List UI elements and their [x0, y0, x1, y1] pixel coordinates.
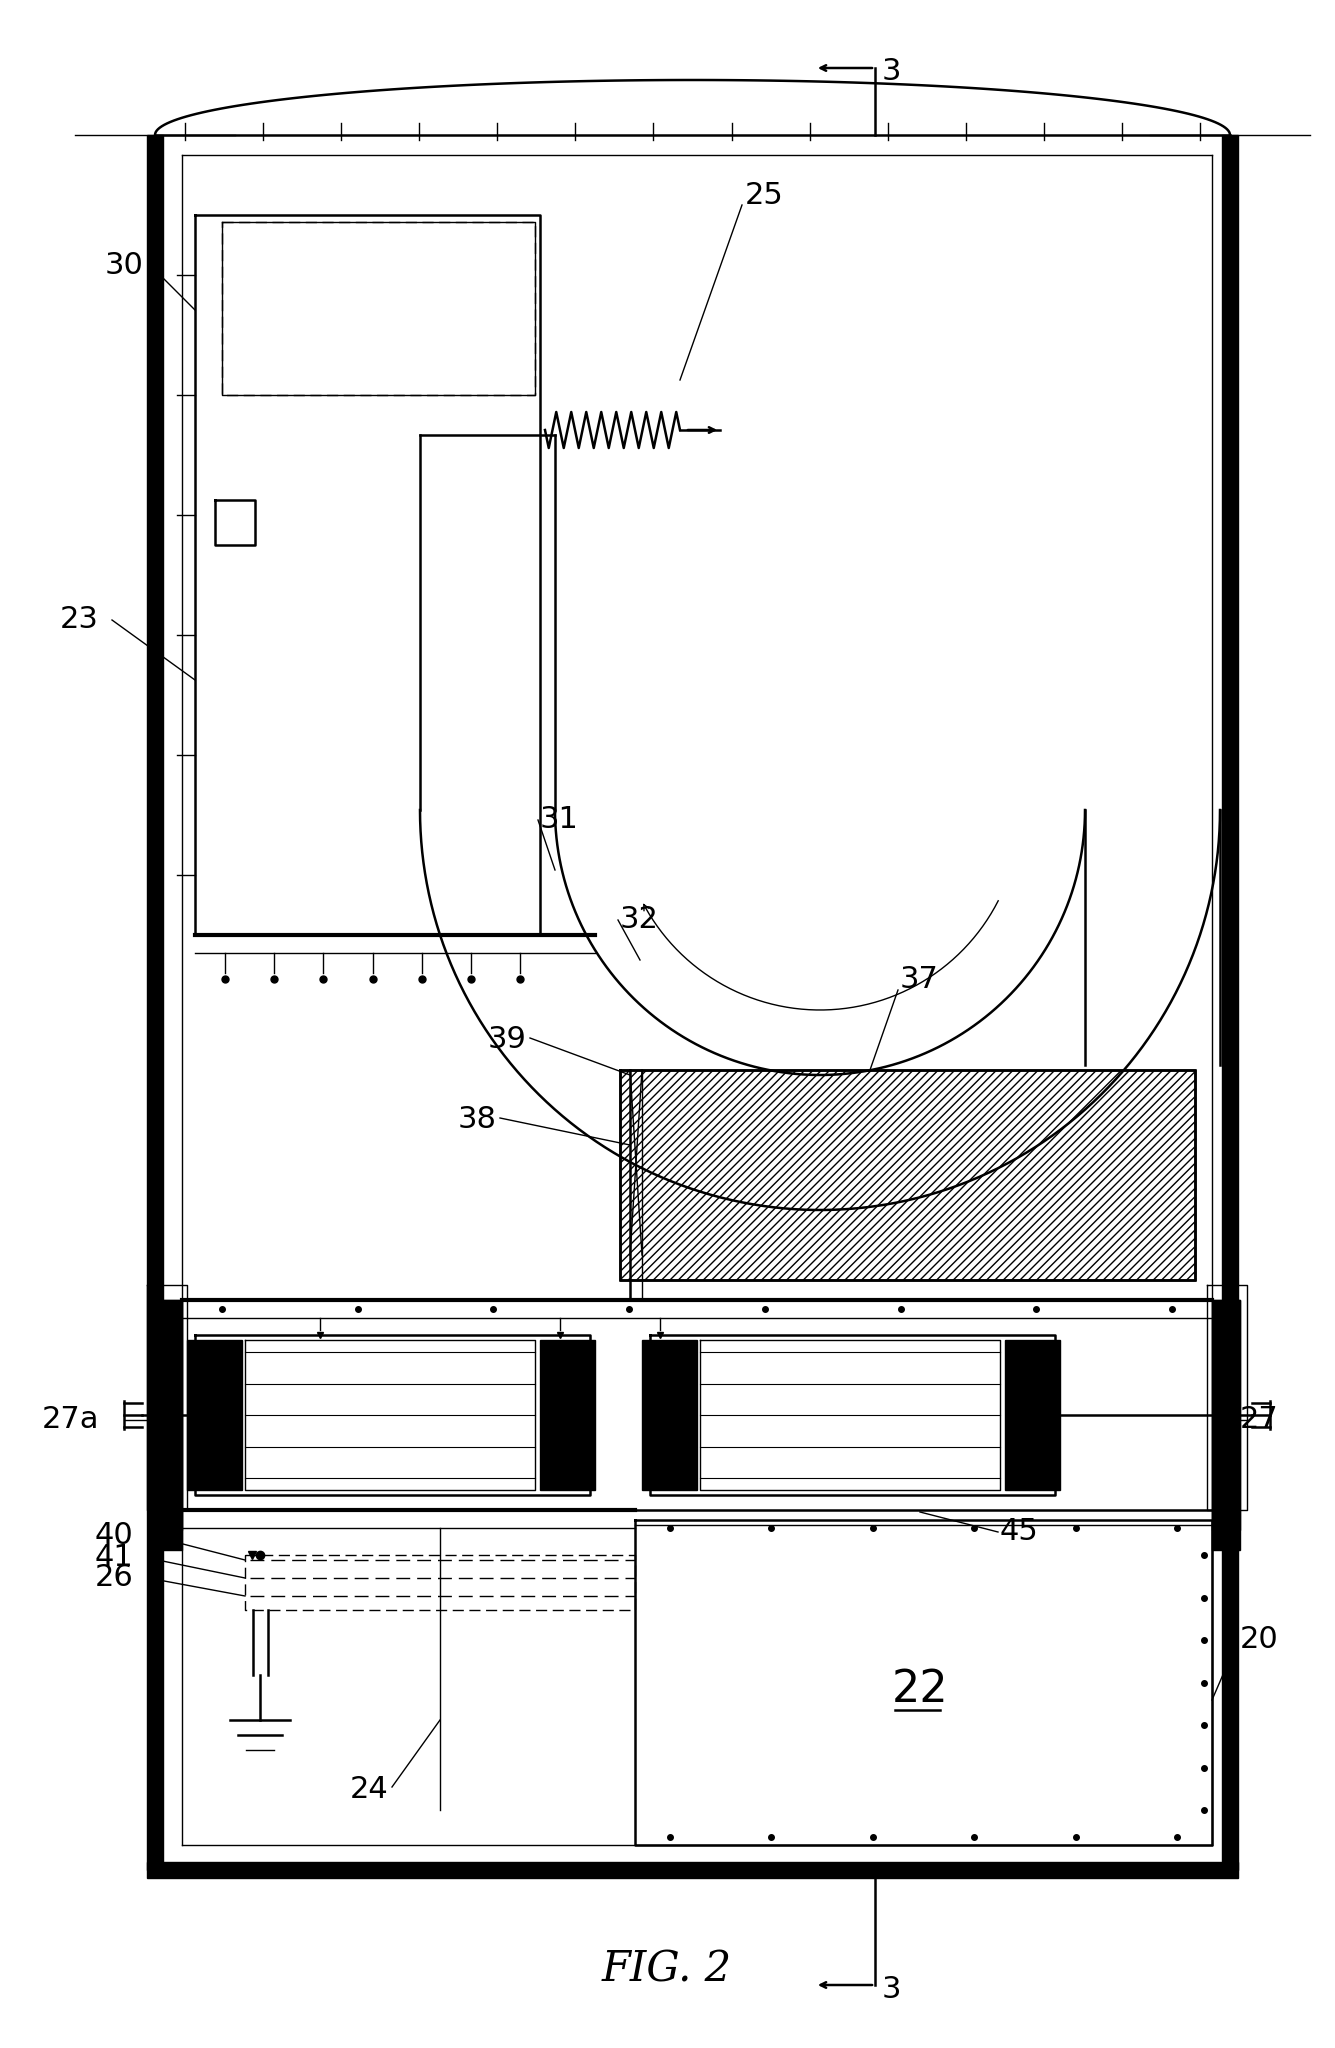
Text: 20: 20 — [1240, 1626, 1279, 1655]
Bar — [1212, 1300, 1240, 1550]
Text: 3: 3 — [882, 57, 901, 86]
Text: 26: 26 — [95, 1563, 134, 1593]
Text: 32: 32 — [619, 905, 659, 934]
Text: 40: 40 — [95, 1520, 134, 1550]
Text: 24: 24 — [350, 1776, 388, 1804]
Bar — [187, 1339, 242, 1491]
Text: 27a: 27a — [41, 1405, 100, 1434]
Text: 37: 37 — [900, 965, 939, 995]
Text: 45: 45 — [1000, 1518, 1039, 1546]
Text: 3: 3 — [882, 1974, 901, 2003]
Text: 25: 25 — [745, 180, 784, 209]
Text: FIG. 2: FIG. 2 — [602, 1950, 732, 1991]
Bar — [154, 1300, 182, 1550]
Text: 38: 38 — [458, 1106, 497, 1135]
Text: 22: 22 — [892, 1669, 948, 1712]
Text: 39: 39 — [489, 1026, 527, 1055]
Bar — [147, 135, 163, 1870]
Bar — [1212, 1300, 1240, 1530]
Text: 31: 31 — [539, 805, 579, 834]
Bar — [1222, 135, 1238, 1870]
Bar — [642, 1339, 697, 1491]
Bar — [1005, 1339, 1060, 1491]
Text: 27: 27 — [1240, 1405, 1279, 1434]
Bar — [619, 1069, 1195, 1280]
Bar — [147, 1862, 1238, 1878]
Text: 30: 30 — [105, 250, 144, 279]
Bar — [154, 1300, 182, 1530]
Text: 23: 23 — [60, 606, 99, 635]
Bar — [539, 1339, 595, 1491]
Text: 41: 41 — [95, 1544, 134, 1573]
